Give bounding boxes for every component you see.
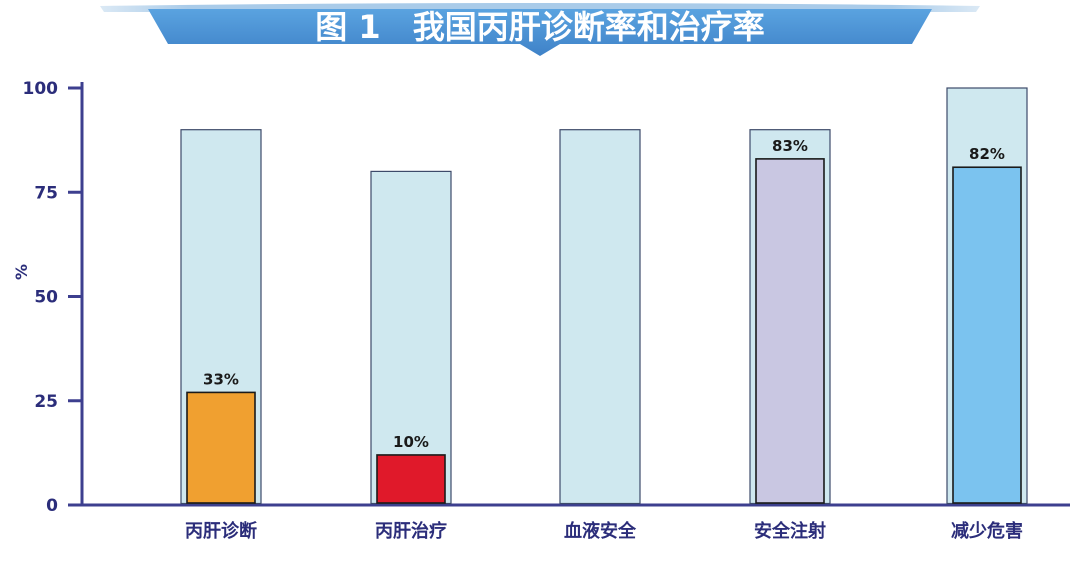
data-label: 83% — [772, 137, 808, 155]
data-labels: 33% 10% 83% 82% — [203, 137, 1005, 451]
category-label: 减少危害 — [951, 520, 1023, 542]
chart-title: 图 1 我国丙肝诊断率和治疗率 — [315, 8, 764, 46]
actual-bar — [186, 391, 256, 504]
data-label: 82% — [969, 145, 1005, 163]
y-tick-label: 0 — [46, 496, 58, 516]
category-label: 安全注射 — [754, 520, 826, 542]
target-bar — [559, 129, 641, 505]
category-label: 丙肝诊断 — [185, 520, 257, 542]
target-bar — [370, 170, 452, 505]
target-bars — [180, 87, 1028, 505]
data-label: 10% — [393, 433, 429, 451]
y-axis-label: % — [12, 264, 31, 280]
title-banner: 图 1 我国丙肝诊断率和治疗率 — [100, 3, 980, 56]
actual-bar — [755, 158, 825, 504]
category-labels: 丙肝诊断 丙肝治疗 血液安全 安全注射 减少危害 — [185, 520, 1023, 542]
y-tick-label: 25 — [34, 392, 58, 412]
actual-bar — [376, 454, 446, 504]
y-tick-label: 75 — [34, 183, 58, 203]
category-label: 血液安全 — [564, 520, 637, 542]
data-label: 33% — [203, 370, 239, 388]
category-label: 丙肝治疗 — [375, 520, 447, 542]
y-tick-label: 50 — [34, 288, 58, 308]
actual-bar — [952, 166, 1022, 504]
actual-bars — [186, 158, 1022, 504]
y-tick-label: 100 — [23, 79, 59, 99]
axes: 0 25 50 75 100 — [23, 79, 1070, 516]
